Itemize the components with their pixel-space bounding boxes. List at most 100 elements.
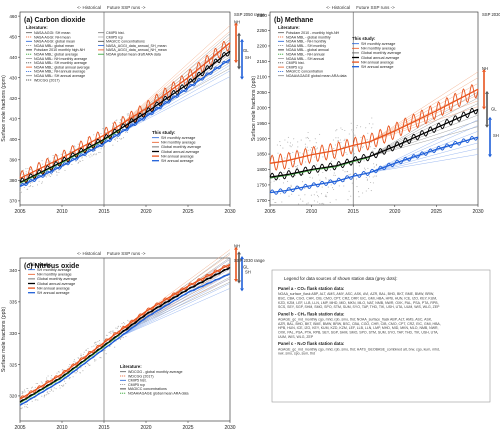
station-data-point [47,375,49,377]
y-tick-label: 2200 [257,44,268,49]
x-tick-label: 2010 [306,209,317,215]
station-data-point [24,406,26,408]
ssp-range-arrowhead [234,278,238,282]
station-data-point [119,325,122,327]
period-label-historical: <- Historical [77,5,101,10]
station-data-point [22,169,24,171]
station-data-point [82,356,84,358]
legend-entry: NOAA/AGAGE global mean ARA data [128,392,189,396]
station-data-point [299,198,302,200]
station-data-point [373,163,375,165]
legend-entry: NOAA MBL: global average [34,53,78,57]
station-data-point [352,131,354,133]
noaa-draft-line [269,157,370,179]
station-data-point [326,192,328,194]
station-data-point [320,193,323,195]
station-data-point [273,180,275,182]
station-data-point [328,179,330,181]
station-data-point [74,361,76,363]
station-data-point [373,166,375,168]
station-data-point [282,182,285,184]
station-data-point [340,127,342,129]
legend-entry: SH monthly average [37,268,71,272]
station-data-point [362,147,364,149]
ssp-range-arrowhead [240,288,244,292]
literature-legend-title: Literature: [26,25,48,30]
station-data-point [115,334,118,336]
ssp-range-arrowhead [488,154,492,158]
station-legend-box: Legend for data sources of shown station… [271,269,491,403]
station-data-point [326,196,328,198]
station-data-point [353,153,355,156]
station-data-point [43,396,45,398]
period-label-future: Future SSP runs -> [107,5,146,10]
station-data-point [277,152,279,154]
station-data-point [80,355,83,357]
station-data-point [304,194,306,196]
station-data-point [290,185,292,187]
station-data-point [293,138,295,140]
legend-entry: NOAA MBL - global monthly [286,35,331,39]
station-data-point [40,381,42,383]
station-data-point [19,190,21,193]
station-data-point [56,372,58,374]
station-data-point [72,376,74,378]
station-data-point [121,322,123,325]
legend-entry: Global monthly average [161,145,201,149]
station-data-point [122,137,125,139]
station-data-point [351,182,353,184]
station-data-point [372,150,374,152]
station-data-point [122,337,124,339]
legend-section-text: BSC, CBA, CGO, CHR, CIB, CMO, CPT, CRZ, … [278,297,437,301]
station-data-point [367,132,369,134]
legend-entry: Global monthly average [37,277,77,281]
station-data-point [317,201,319,203]
station-data-point [30,387,33,389]
legend-entry: NH annual average [361,60,394,64]
station-data-point [375,175,378,177]
station-data-point [331,187,334,189]
station-data-point [23,186,25,189]
study-legend-title: This study: [152,130,176,135]
ssp-scenario-line [120,278,231,337]
station-data-point [332,139,334,141]
legend-entry: CMIP5 hist. [286,61,305,65]
station-data-point [342,146,344,148]
station-data-point [358,165,360,167]
y-tick-label: 340 [9,268,17,273]
station-data-point [52,155,54,157]
legend-section-text: HPB, HUN, ICE, IZO, KEY, KUM, KZD, KZM, … [278,326,439,330]
legend-section-text: UUM, WIS, WLG, ZEP [278,335,314,339]
station-data-point [287,136,289,138]
station-data-point [368,123,370,125]
x-tick-label: 2025 [182,209,193,215]
period-label-future: Future SSP runs -> [356,5,395,10]
station-data-point [356,178,358,180]
station-data-point [329,169,332,171]
annual-average-line [19,266,231,403]
station-data-point [321,186,323,188]
station-data-point [27,390,29,392]
station-data-point [298,203,300,205]
legend-entry: NOAA MBL: SH annual average [34,74,85,78]
ssp-range-arrowhead [237,280,241,284]
station-data-point [339,139,341,141]
period-label-future: Future SSP runs -> [107,251,146,256]
station-data-point [74,372,76,374]
y-tick-label: 1900 [257,136,268,141]
legend-entry: NH annual average [37,286,70,290]
ssp-range-arrowhead [234,246,238,250]
x-tick-label: 2005 [264,209,275,215]
station-data-point [99,342,101,344]
station-data-point [34,386,36,388]
legend-entry: NOAA MBL: global annual average [34,65,90,69]
station-data-point [51,378,53,380]
legend-section-text: KZD, KZM, LEF, LLB, LLN, LMP, MHD, MID, … [278,301,439,305]
x-tick-label: 2025 [431,209,442,215]
y-tick-label: 440 [9,55,17,60]
y-axis-label: Surface mole fractions (ppm) [1,75,7,142]
station-data-point [69,151,71,153]
ssp-scenario-line [120,257,231,334]
station-data-point [369,146,371,148]
